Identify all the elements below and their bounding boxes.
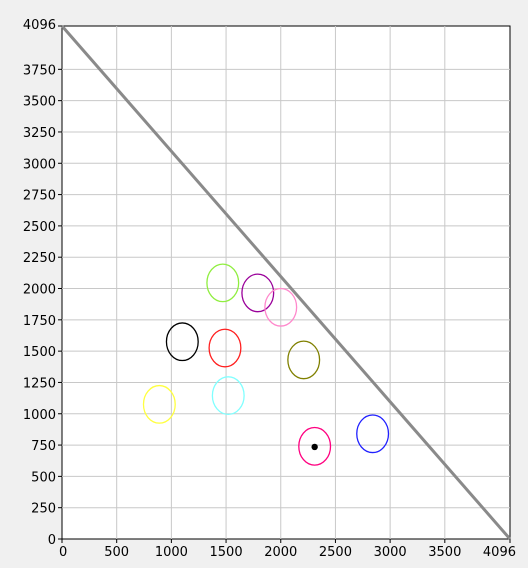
y-tick-label: 3000 [23,157,56,172]
y-tick-label: 750 [31,439,56,454]
color-ellipse [208,328,242,368]
current-point-marker [311,443,318,451]
x-tick-label: 0 [59,545,67,560]
y-tick-label: 3750 [23,63,56,78]
x-tick-label: 1500 [210,545,243,560]
y-tick-label: 500 [31,470,56,485]
color-ellipse [142,384,176,424]
grid [62,26,510,539]
color-ellipse [165,322,199,362]
color-ellipse [287,340,321,380]
x-tick-label: 2000 [264,545,297,560]
color-ellipse [206,263,240,303]
color-ellipse [241,273,275,313]
y-tick-label: 1250 [23,376,56,391]
boundary-line-group [60,25,512,540]
y-tick-label: 2250 [23,251,56,266]
marker-group [311,443,318,451]
y-tick-label: 0 [48,533,56,548]
color-ellipse [298,426,332,466]
y-tick-label: 2750 [23,189,56,204]
y-tick-label: 4096 [23,18,56,33]
x-tick-label: 2500 [319,545,352,560]
color-ellipse [356,414,390,454]
x-tick-label: 3500 [428,545,461,560]
y-tick-label: 2000 [23,283,56,298]
boundary-line [60,25,512,540]
ellipse-group [142,263,390,466]
y-tick-label: 2500 [23,220,56,235]
x-tick-label: 4096 [483,545,516,560]
y-tick-label: 3250 [23,126,56,141]
y-tick-label: 1500 [23,345,56,360]
y-tick-label: 1750 [23,314,56,329]
x-tick-label: 3000 [374,545,407,560]
color-ellipse [264,287,298,327]
y-tick-label: 250 [31,502,56,517]
color-ellipse [211,376,245,416]
x-tick-label: 500 [104,545,129,560]
y-tick-label: 1000 [23,408,56,423]
y-tick-label: 3500 [23,95,56,110]
axis-ticks: 0 500 1000 1500 2000 2500 3000 3500 4096 0 250 500 7… [23,18,516,560]
x-tick-label: 1000 [155,545,188,560]
